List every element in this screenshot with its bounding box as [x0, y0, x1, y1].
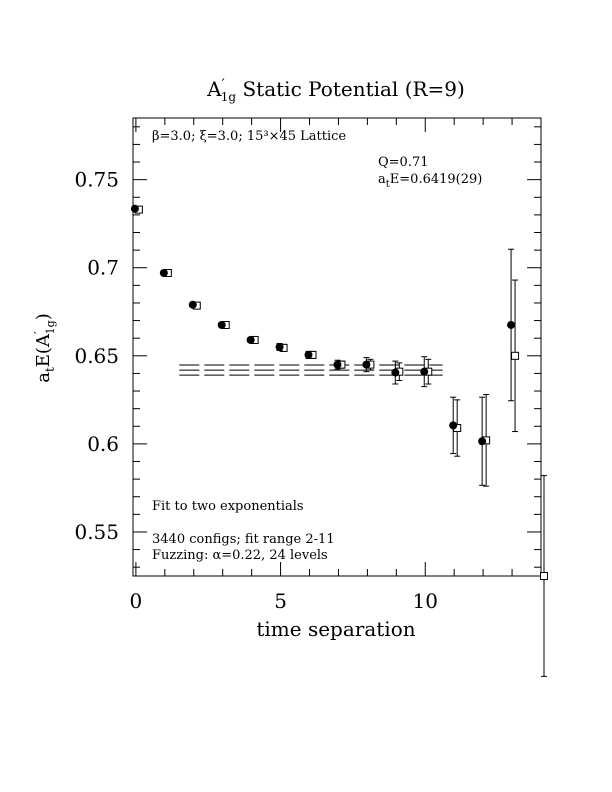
circle-point — [333, 360, 342, 369]
tick-labels: 0 5 10 0.55 0.6 0.65 0.7 0.75 — [74, 168, 438, 613]
circle-point — [217, 320, 226, 329]
circle-point — [478, 437, 487, 446]
energy-annotation: atE=0.6419(29) — [378, 172, 482, 190]
energy-a-sub: t — [386, 179, 390, 190]
axis-ticks — [133, 118, 542, 576]
lattice-annotation: β=3.0; ξ=3.0; 15³×45 Lattice — [152, 129, 346, 144]
y-label-mid: E(A — [33, 333, 54, 367]
x-tick-label: 0 — [130, 589, 143, 613]
y-tick-label: 0.75 — [74, 168, 119, 192]
circle-point — [362, 360, 371, 369]
energy-a: a — [378, 172, 386, 187]
y-tick-label: 0.65 — [74, 344, 119, 368]
fuzzing-annotation: Fuzzing: α=0.22, 24 levels — [152, 548, 328, 563]
data-points — [130, 204, 548, 677]
y-label-a: a — [33, 372, 54, 383]
circle-point — [391, 368, 400, 377]
circle-point — [188, 300, 197, 309]
plot-frame — [132, 117, 542, 577]
circle-point — [130, 204, 139, 213]
y-label-end: ) — [33, 313, 54, 320]
title-subscript: 1g — [221, 90, 237, 104]
circle-point — [420, 367, 429, 376]
chart-title: A′ 1g Static Potential (R=9) — [206, 77, 465, 104]
fit-description: Fit to two exponentials — [152, 499, 304, 514]
circle-point — [246, 335, 255, 344]
circle-point — [159, 269, 168, 278]
y-tick-label: 0.7 — [87, 256, 119, 280]
y-tick-label: 0.6 — [87, 432, 119, 456]
energy-rest: E=0.6419(29) — [390, 172, 483, 187]
x-tick-label: 10 — [413, 589, 438, 613]
circle-point — [304, 350, 313, 359]
circle-point — [449, 421, 458, 430]
y-label-a-sub: t — [43, 367, 57, 372]
x-axis-label: time separation — [256, 617, 415, 641]
title-prime: ′ — [222, 77, 225, 93]
square-point — [511, 351, 520, 360]
x-tick-label: 5 — [274, 589, 287, 613]
circle-point — [507, 320, 516, 329]
square-point — [540, 572, 548, 580]
q-annotation: Q=0.71 — [378, 155, 429, 170]
title-main: A — [206, 77, 222, 101]
title-rest: Static Potential (R=9) — [236, 77, 465, 101]
y-axis-label: atE(A′1g) — [32, 313, 57, 383]
y-tick-label: 0.55 — [74, 520, 119, 544]
circle-point — [275, 343, 284, 351]
y-label-sub: 1g — [44, 320, 57, 334]
configs-annotation: 3440 configs; fit range 2-11 — [152, 532, 335, 547]
y-label-prime: ′ — [32, 331, 46, 334]
